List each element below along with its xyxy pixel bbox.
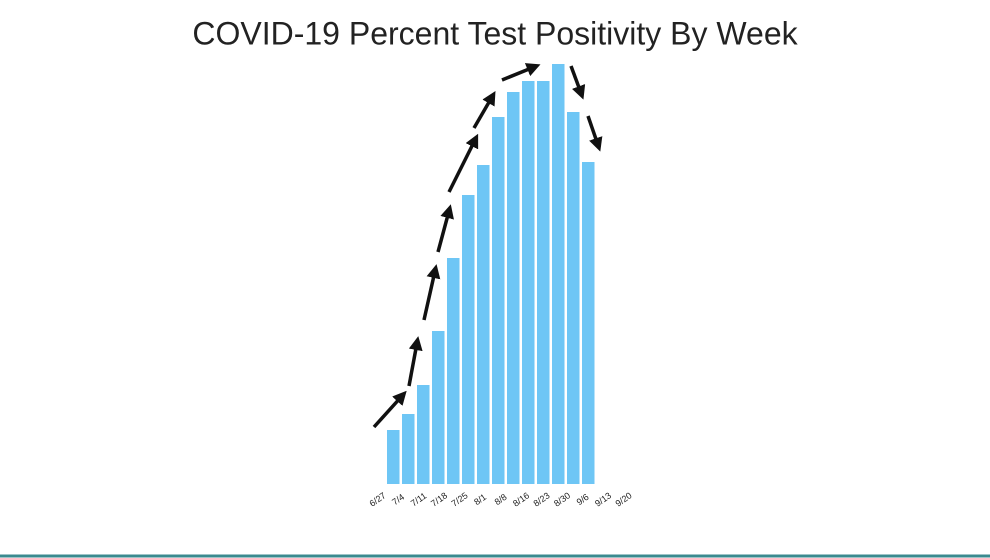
arrow	[436, 204, 454, 253]
arrow	[501, 63, 541, 82]
chart-title: COVID-19 Percent Test Positivity By Week	[192, 15, 798, 51]
bar	[492, 117, 505, 484]
arrow	[569, 65, 586, 100]
bar	[462, 195, 475, 484]
bar	[522, 81, 535, 484]
bar	[582, 162, 595, 484]
bar	[477, 165, 490, 484]
arrow	[447, 133, 479, 193]
bar	[567, 112, 580, 484]
bar	[507, 92, 520, 484]
bar	[537, 81, 550, 484]
arrow	[407, 336, 423, 387]
arrow	[586, 115, 603, 152]
bar	[417, 385, 430, 484]
bar	[387, 430, 400, 484]
bar	[552, 64, 565, 484]
annotation-arrows	[372, 63, 603, 429]
arrow	[372, 390, 407, 429]
bar	[402, 414, 415, 484]
arrow	[472, 90, 496, 129]
arrow	[422, 264, 441, 321]
bar	[447, 258, 460, 484]
bar	[432, 331, 445, 484]
